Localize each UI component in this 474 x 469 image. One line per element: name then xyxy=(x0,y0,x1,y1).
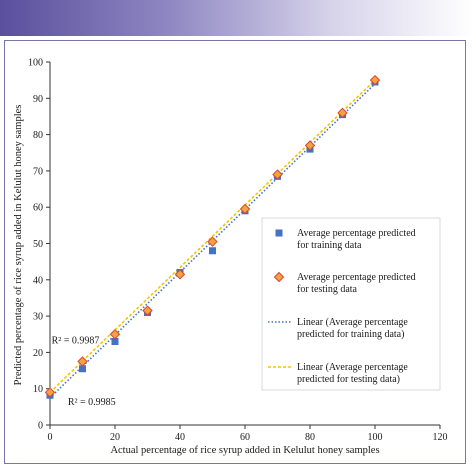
testing-data-point xyxy=(142,305,153,316)
legend-label: Linear (Average percentage predicted for … xyxy=(297,362,408,385)
legend-marker-testing xyxy=(273,271,285,283)
x-tick-label: 0 xyxy=(48,432,53,443)
testing-data-point xyxy=(337,107,348,119)
testing-data-point xyxy=(44,387,56,398)
y-tick-label: 50 xyxy=(33,239,43,250)
y-tick-label: 40 xyxy=(33,275,43,286)
x-tick-label: 20 xyxy=(110,432,120,443)
x-tick-label: 120 xyxy=(433,432,448,443)
y-tick-label: 90 xyxy=(33,94,43,105)
x-tick-label: 60 xyxy=(240,432,250,443)
y-tick-label: 80 xyxy=(33,130,43,141)
training-data-point xyxy=(209,247,216,255)
legend-label: Average percentage predicted for training… xyxy=(297,228,416,251)
testing-data-point xyxy=(369,74,381,86)
r-squared-label: R² = 0.9987 xyxy=(52,335,100,346)
testing-data-point xyxy=(174,269,186,280)
y-axis-title: Predicted percentage of rice syrup added… xyxy=(13,105,24,386)
r-squared-label: R² = 0.9985 xyxy=(68,397,116,408)
x-axis-title: Actual percentage of rice syrup added in… xyxy=(110,445,379,456)
x-tick-label: 80 xyxy=(305,432,315,443)
trendline-1 xyxy=(49,79,376,393)
y-tick-label: 10 xyxy=(33,384,43,395)
y-tick-label: 20 xyxy=(33,348,43,359)
training-data-point xyxy=(111,338,119,346)
x-tick-label: 40 xyxy=(175,432,185,443)
legend-box xyxy=(261,217,441,391)
testing-data-point xyxy=(272,169,283,180)
legend-label: Average percentage predicted for testing … xyxy=(297,272,416,295)
testing-data-point xyxy=(77,356,88,367)
testing-data-point xyxy=(239,203,251,215)
y-tick-label: 70 xyxy=(33,166,43,177)
training-data-point xyxy=(79,365,86,373)
y-tick-label: 60 xyxy=(33,203,43,214)
legend-label: Linear (Average percentage predicted for … xyxy=(297,317,408,340)
y-tick-label: 0 xyxy=(38,421,43,432)
x-tick-label: 100 xyxy=(368,432,383,443)
header-band xyxy=(0,0,474,36)
y-tick-label: 100 xyxy=(28,58,43,69)
legend-marker-training xyxy=(275,229,283,237)
testing-data-point xyxy=(207,236,218,247)
y-tick-label: 30 xyxy=(33,312,43,323)
testing-data-point xyxy=(304,140,316,151)
testing-data-point xyxy=(109,329,121,340)
